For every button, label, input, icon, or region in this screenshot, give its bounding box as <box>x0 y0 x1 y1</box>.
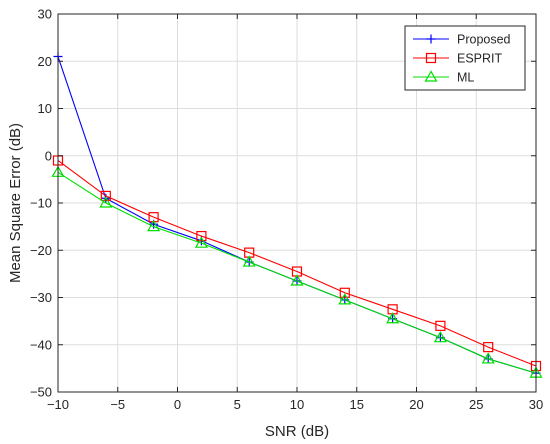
data-point <box>481 352 495 364</box>
data-point <box>100 190 111 202</box>
data-point <box>483 342 494 353</box>
data-point <box>194 236 208 248</box>
x-tick-label: 20 <box>409 397 423 412</box>
series-layer <box>51 52 543 378</box>
y-tick-label: −50 <box>30 385 52 400</box>
data-point <box>242 255 256 267</box>
legend-marker <box>425 52 437 64</box>
legend-entry-esprit: ESPRIT <box>413 52 503 66</box>
legend-marker <box>424 70 438 82</box>
y-tick-label: 20 <box>38 54 52 69</box>
x-tick-label: 25 <box>469 397 483 412</box>
legend: Proposed ESPRIT ML <box>404 25 526 91</box>
y-tick-label: 10 <box>38 101 52 116</box>
series-line <box>57 160 537 367</box>
data-point <box>196 230 207 242</box>
y-tick-label: −10 <box>30 196 52 211</box>
data-point <box>147 219 161 232</box>
data-point <box>339 287 350 298</box>
legend-label: ESPRIT <box>457 52 503 66</box>
data-point <box>290 274 304 286</box>
legend-entry-proposed: Proposed <box>413 33 511 47</box>
x-axis-label: SNR (dB) <box>265 423 329 440</box>
x-tick-label: −10 <box>47 397 69 412</box>
x-tick-label: 10 <box>290 397 304 412</box>
x-tick-label: 0 <box>174 397 181 412</box>
x-tick-label: 5 <box>234 397 241 412</box>
legend-entry-ml: ML <box>413 70 474 85</box>
legend-label: Proposed <box>457 33 511 47</box>
data-point <box>386 312 400 324</box>
data-point <box>338 293 352 305</box>
y-tick-label: −40 <box>30 337 52 352</box>
x-tick-label: 30 <box>529 397 543 412</box>
y-axis-label: Mean Square Error (dB) <box>7 123 24 283</box>
data-point <box>435 320 446 331</box>
y-tick-label: −30 <box>30 290 52 305</box>
data-point <box>99 196 113 208</box>
x-tick-label: −5 <box>110 397 125 412</box>
data-point <box>433 330 447 343</box>
y-tick-label: −20 <box>30 243 52 258</box>
y-tick-label: 30 <box>38 7 52 22</box>
legend-label: ML <box>457 71 474 85</box>
y-tick-label: 0 <box>45 148 52 163</box>
legend-marker <box>426 34 436 44</box>
series-line <box>57 171 537 374</box>
x-tick-label: 15 <box>350 397 364 412</box>
